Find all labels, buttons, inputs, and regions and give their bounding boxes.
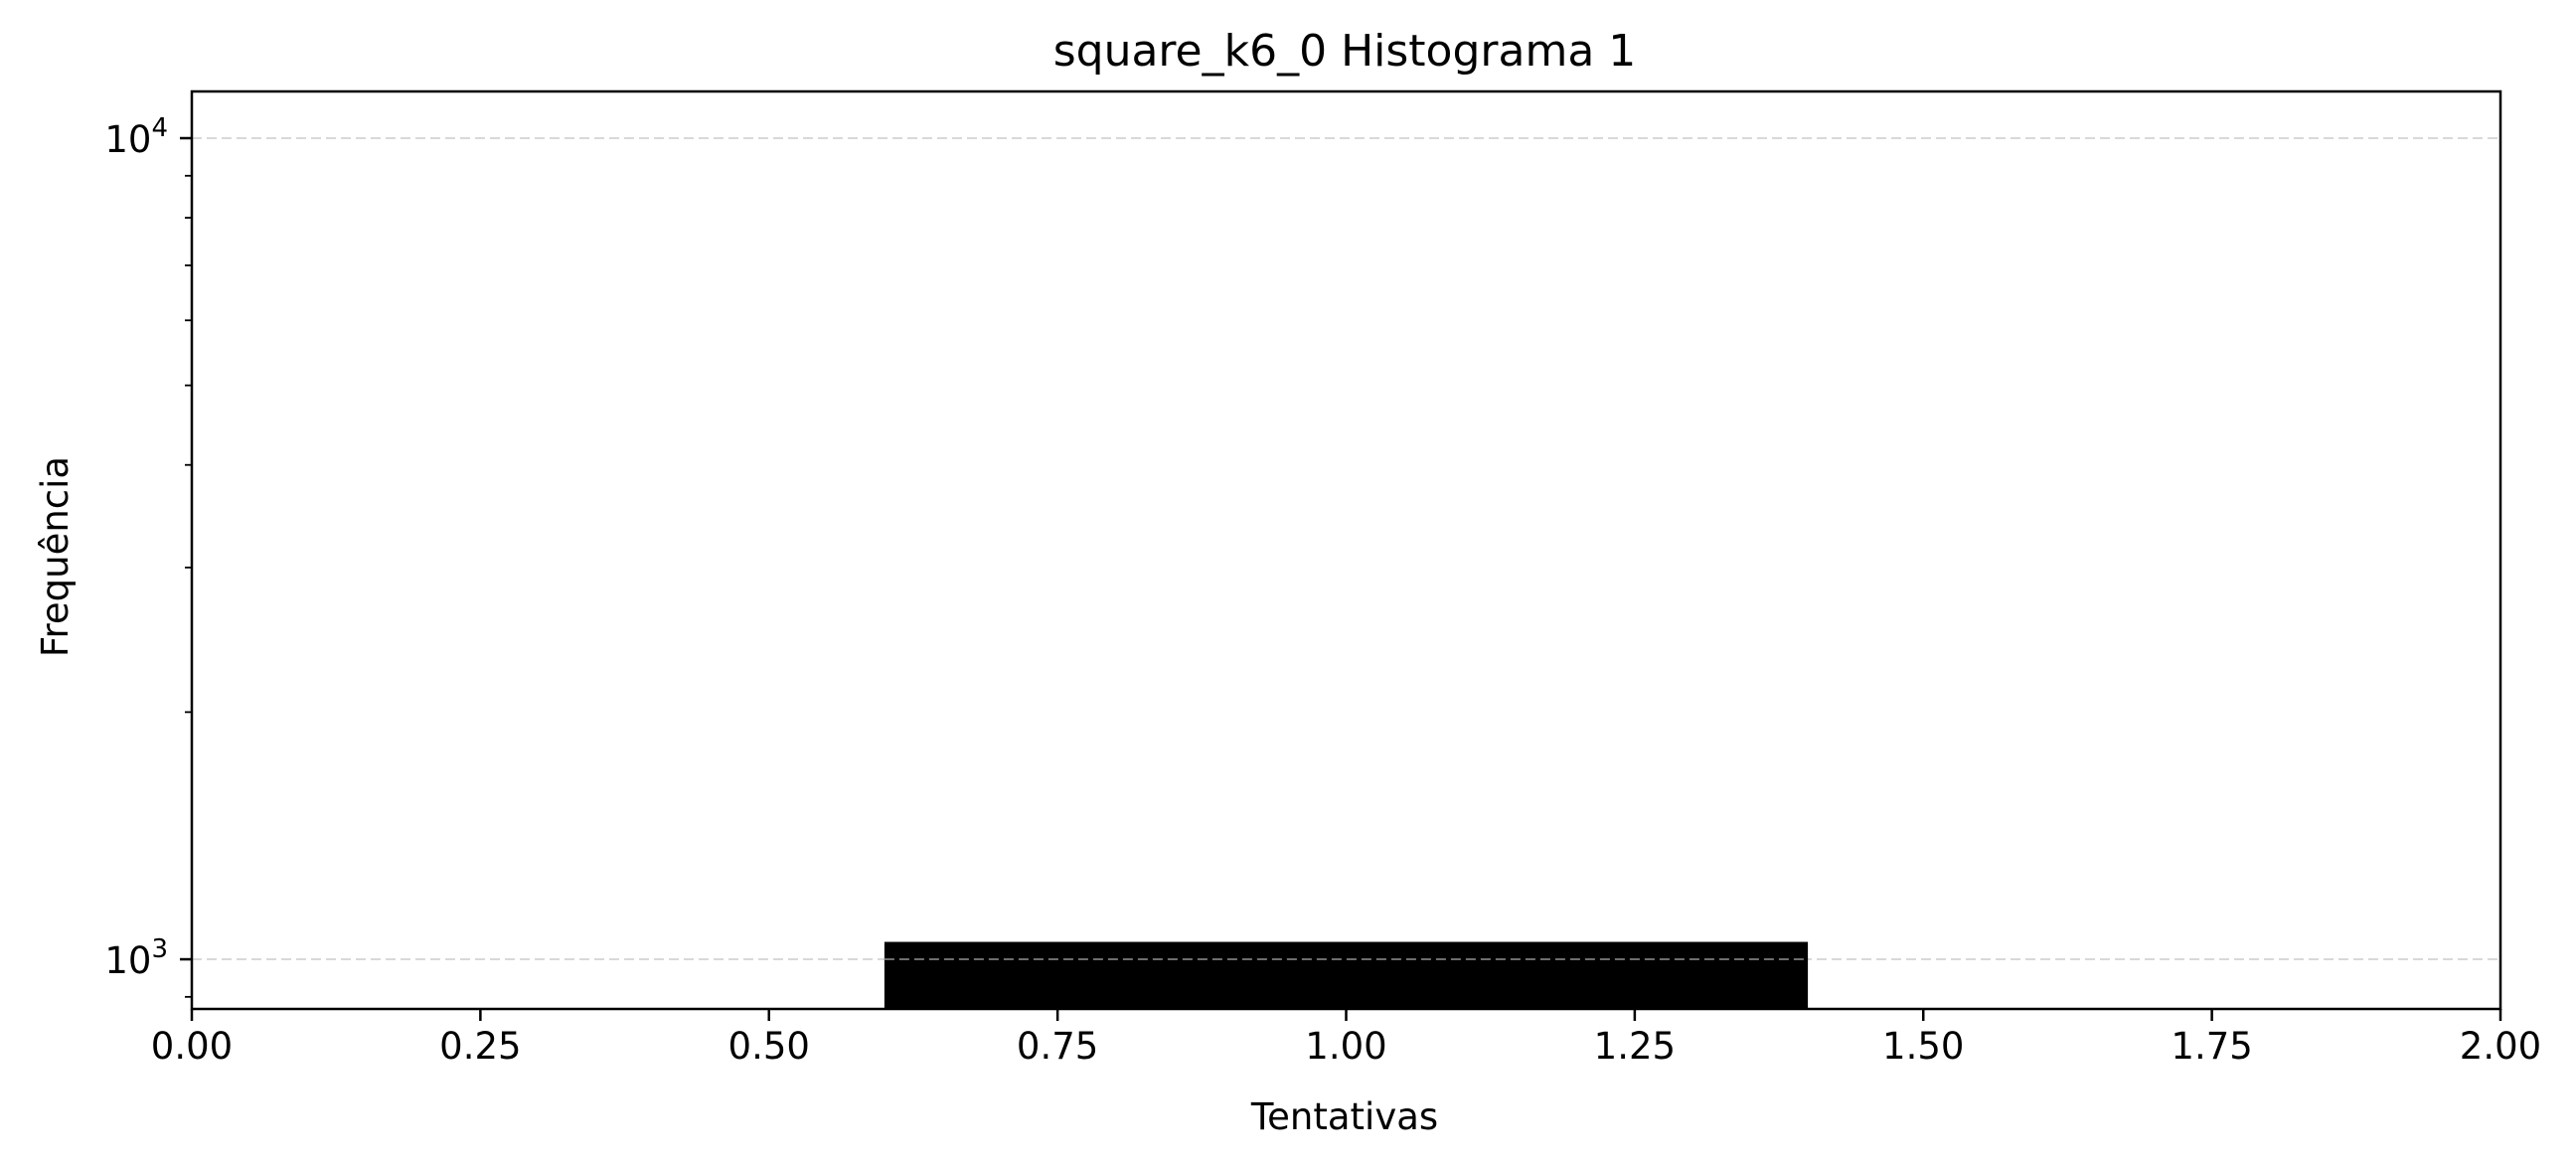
y-axis: 103 104 — [104, 113, 192, 998]
histogram-bar — [884, 941, 1809, 1009]
x-tick-label: 0.25 — [439, 1025, 521, 1068]
y-tick-label: 103 — [104, 934, 168, 982]
x-tick-label: 1.00 — [1305, 1025, 1386, 1068]
x-axis-label: Tentativas — [1250, 1095, 1438, 1138]
chart-title: square_k6_0 Histograma 1 — [1053, 26, 1637, 77]
x-tick-label: 0.75 — [1017, 1025, 1098, 1068]
x-tick-label: 1.75 — [2171, 1025, 2252, 1068]
bars — [884, 941, 1809, 1009]
x-tick-label: 0.00 — [151, 1025, 233, 1068]
x-tick-label: 2.00 — [2460, 1025, 2541, 1068]
y-tick-label: 104 — [104, 113, 168, 161]
x-tick-label: 1.25 — [1594, 1025, 1676, 1068]
x-axis: 0.00 0.25 0.50 0.75 1.00 1.25 1.50 1.75 2.00 — [151, 1009, 2541, 1068]
plot-frame — [190, 89, 2502, 1011]
grid-lines — [192, 137, 2500, 961]
x-tick-label: 1.50 — [1882, 1025, 1964, 1068]
x-tick-label: 0.50 — [728, 1025, 810, 1068]
y-axis-label: Frequência — [34, 456, 77, 657]
